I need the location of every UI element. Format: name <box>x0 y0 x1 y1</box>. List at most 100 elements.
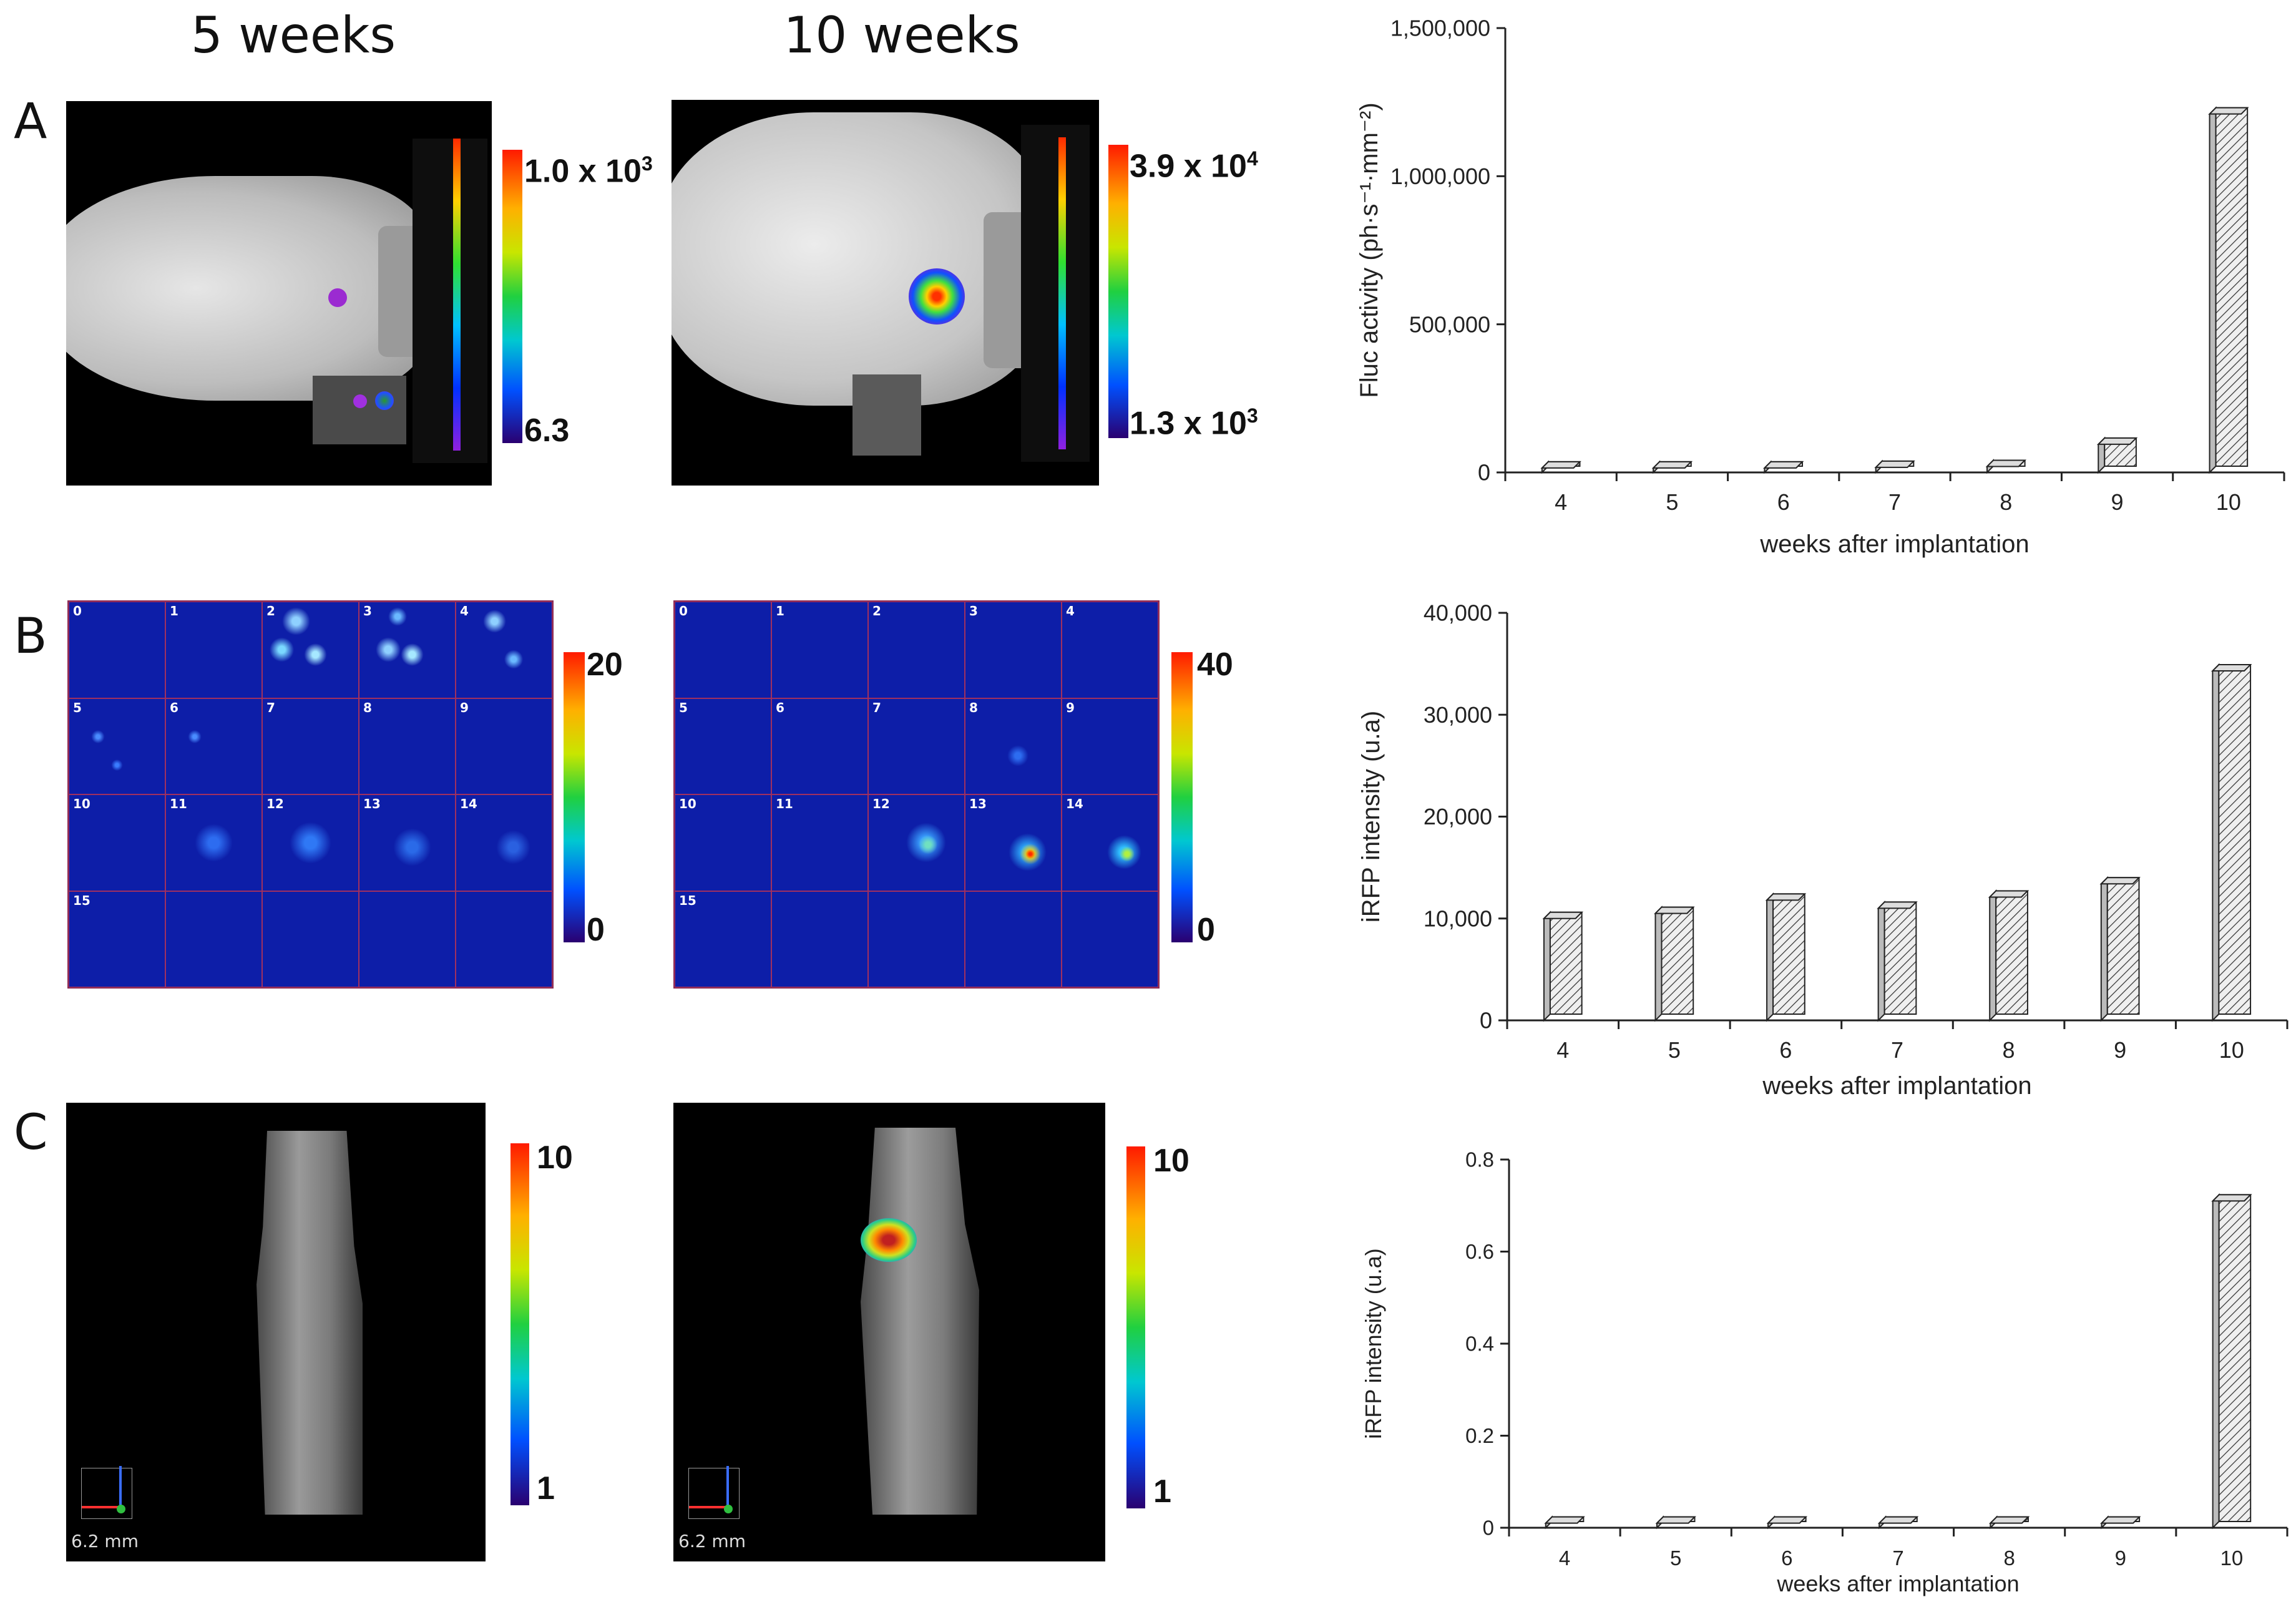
y-tick-label: 0 <box>1480 1008 1492 1033</box>
grid-cell: 5 <box>675 698 771 794</box>
grid-cell-label: 15 <box>679 892 696 908</box>
colorbar-b-right-min: 0 <box>1197 912 1215 948</box>
bar-top <box>1988 890 2030 898</box>
grid-cell-label: 8 <box>969 700 978 715</box>
fluorescence-spot <box>1119 846 1135 862</box>
bioluminescence-image-5-weeks <box>66 101 492 486</box>
bar-side <box>2212 1193 2220 1530</box>
grid-cell: 7 <box>262 698 359 794</box>
grid-cell-label: 15 <box>73 892 90 908</box>
bar-top <box>1654 906 1695 914</box>
x-tick-label: 7 <box>1888 489 1901 515</box>
bar-top <box>1877 1516 1919 1524</box>
grid-cell-empty <box>965 891 1062 987</box>
y-tick-label: 0 <box>1483 1517 1494 1540</box>
grid-cell: 6 <box>771 698 868 794</box>
grid-cell: 1 <box>771 602 868 698</box>
colorbar-c-left <box>510 1143 529 1505</box>
bar-side <box>1543 911 1551 1022</box>
grid-cell-label: 2 <box>872 603 881 618</box>
grid-cell: 4 <box>1062 602 1158 698</box>
fluorescence-spot <box>376 637 401 663</box>
bar <box>1995 890 2028 1015</box>
grid-cell-label: 13 <box>969 796 987 811</box>
grid-cell: 13 <box>965 794 1062 891</box>
grid-cell: 9 <box>456 698 552 794</box>
colorbar-a-right-min: 1.3 x 103 <box>1130 404 1258 442</box>
bar-top <box>1655 1516 1696 1524</box>
fluorescence-spot <box>1025 849 1035 859</box>
x-tick-label: 10 <box>2219 1037 2244 1063</box>
x-axis-label: weeks after implantation <box>1762 1072 2031 1100</box>
grid-cell: 2 <box>262 602 359 698</box>
bar <box>1661 906 1694 1015</box>
y-tick-label: 0.8 <box>1465 1148 1494 1171</box>
colorbar-a-right <box>1108 145 1128 438</box>
fluorescence-spot <box>388 607 408 627</box>
bar-top <box>2211 664 2252 672</box>
bar-top <box>1877 901 1918 909</box>
grid-cell: 12 <box>262 794 359 891</box>
grid-cell: 5 <box>69 698 165 794</box>
grid-cell-label: 12 <box>872 796 890 811</box>
x-tick-label: 6 <box>1781 1546 1792 1570</box>
bar <box>2215 107 2249 467</box>
grid-cell-label: 4 <box>1066 603 1075 618</box>
grid-cell: 11 <box>165 794 262 891</box>
grid-cell-label: 0 <box>679 603 688 618</box>
grid-cell-label: 6 <box>776 700 784 715</box>
fluorescence-spot <box>504 650 524 669</box>
fluorescence-spot <box>303 643 327 667</box>
grid-cell-label: 1 <box>170 603 178 618</box>
fluorescence-spot <box>111 760 123 771</box>
bar <box>2218 1194 2252 1522</box>
colorbar-b-right <box>1171 652 1193 942</box>
grid-cell-empty <box>359 891 456 987</box>
bar-side <box>1877 901 1885 1022</box>
grid-cell-label: 11 <box>170 796 187 811</box>
x-tick-label: 9 <box>2111 489 2124 515</box>
colorbar-a-left-min: 6.3 <box>524 413 570 449</box>
grid-cell-empty <box>165 891 262 987</box>
grid-cell: 10 <box>675 794 771 891</box>
fluorescence-spot <box>482 610 506 633</box>
bar-side <box>2209 106 2217 474</box>
grid-cell-label: 3 <box>363 603 372 618</box>
x-tick-label: 10 <box>2216 489 2241 515</box>
bar-top <box>1651 461 1693 469</box>
fluorescence-spot <box>269 637 295 663</box>
grid-cell-label: 10 <box>73 796 90 811</box>
fluorescence-spot <box>918 835 938 854</box>
bar-top <box>1542 911 1584 919</box>
grid-cell-label: 5 <box>679 700 688 715</box>
bar-top <box>1874 460 1915 468</box>
bar-top <box>2211 1194 2252 1202</box>
colorbar-a-left-max: 1.0 x 103 <box>524 152 653 190</box>
y-axis-label: Fluc activity (ph·s⁻¹·mm⁻²) <box>1356 102 1383 398</box>
grid-cell-label: 7 <box>266 700 275 715</box>
colorbar-b-left-max: 20 <box>587 647 623 683</box>
bar-top <box>2100 1516 2141 1524</box>
colorbar-c-left-max: 10 <box>537 1140 573 1176</box>
bar-top <box>1540 461 1581 469</box>
grid-cell: 8 <box>359 698 456 794</box>
colorbar-c-right <box>1126 1146 1145 1508</box>
x-tick-label: 4 <box>1559 1546 1570 1570</box>
x-tick-label: 4 <box>1555 489 1567 515</box>
bar-top <box>1544 1516 1585 1524</box>
grid-cell: 2 <box>868 602 965 698</box>
grid-cell-label: 11 <box>776 796 793 811</box>
bar-side <box>1654 906 1663 1022</box>
y-tick-label: 30,000 <box>1424 702 1492 728</box>
irfp-intensity-chart: 0 10,000 20,000 30,000 40,000 4 5 6 7 8 9 10 weeks a… <box>1357 600 2289 1100</box>
fluorescence-spot <box>393 828 431 867</box>
x-axis-label: weeks after implantation <box>1759 530 2029 558</box>
bar-top <box>1765 893 1807 901</box>
colorbar-b-left <box>564 652 585 942</box>
y-axis-label: iRFP intensity (u.a) <box>1357 711 1385 922</box>
bar-side <box>2212 663 2220 1022</box>
column-title-10-weeks: 10 weeks <box>783 6 1020 64</box>
y-tick-label: 1,500,000 <box>1390 16 1490 41</box>
grid-cell: 7 <box>868 698 965 794</box>
x-tick-label: 5 <box>1666 489 1678 515</box>
